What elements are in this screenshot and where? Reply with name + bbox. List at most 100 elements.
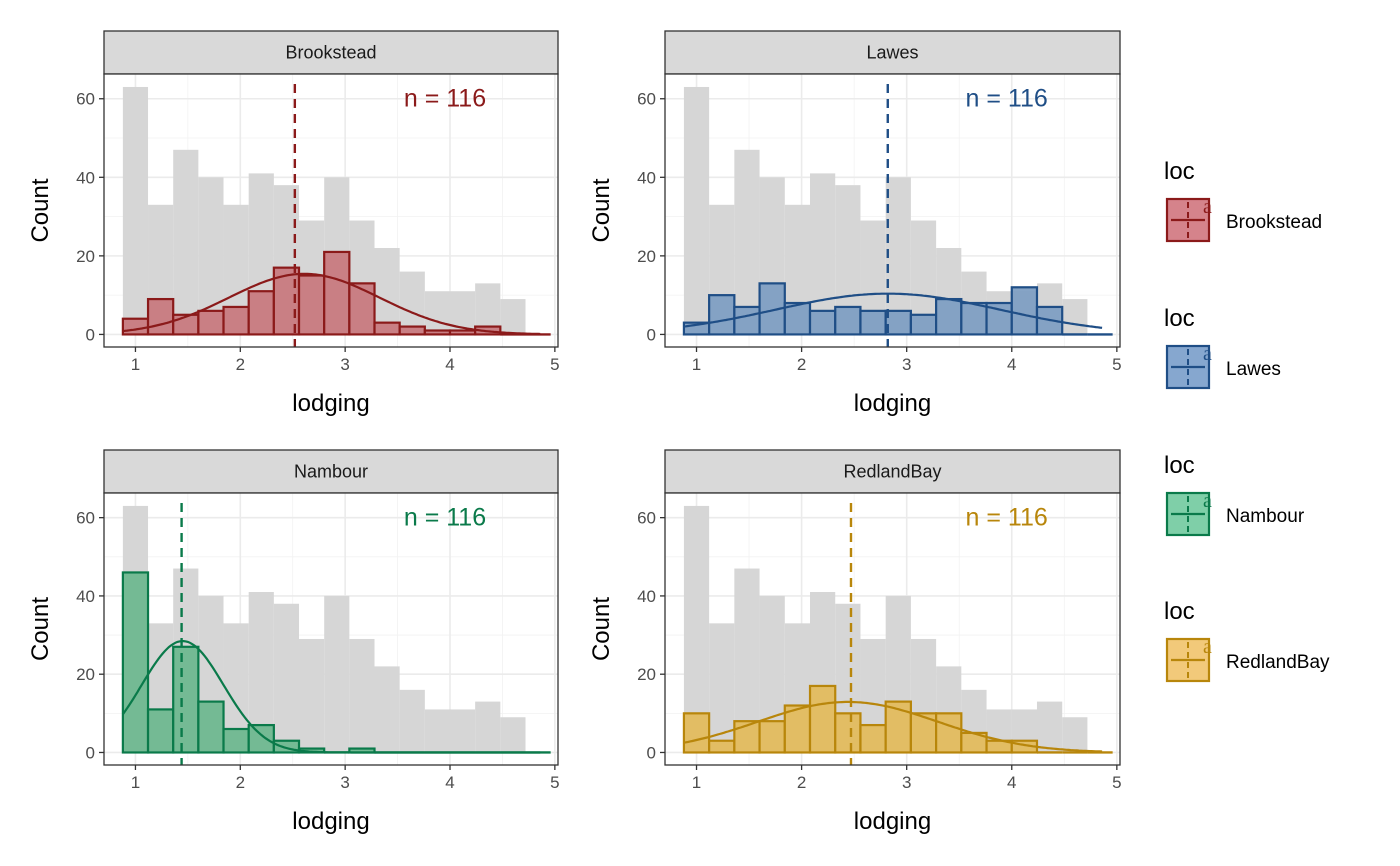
background-bar — [810, 173, 836, 335]
y-tick-label: 60 — [76, 90, 95, 109]
density-curve — [683, 292, 1103, 329]
y-axis-title: Count — [588, 597, 615, 661]
histogram-bar — [247, 723, 275, 754]
x-axis-title: lodging — [854, 808, 931, 835]
background-bar — [273, 603, 300, 753]
y-tick-label: 0 — [647, 325, 656, 344]
histogram-bar — [859, 309, 887, 336]
facet-strip-label: Lawes — [866, 43, 918, 63]
background-bar — [1062, 299, 1088, 335]
histogram-bar — [935, 297, 963, 336]
legend-label: Lawes — [1226, 359, 1281, 380]
y-tick-label: 60 — [76, 509, 95, 528]
legend-label: Brookstead — [1226, 212, 1322, 233]
histogram-bar — [808, 684, 837, 754]
x-tick-label: 5 — [550, 773, 559, 792]
background-bar — [734, 149, 760, 335]
panel-redlandbay: RedlandBay n = 116 1 2 3 4 5 0 20 40 60 lodging Coun… — [588, 449, 1122, 835]
histogram-bar — [834, 305, 862, 336]
x-tick-label: 3 — [902, 773, 911, 792]
histogram-bar — [708, 294, 736, 336]
histogram-bar — [448, 329, 477, 336]
x-axis-title: lodging — [854, 390, 931, 417]
background-bar — [399, 689, 425, 753]
x-tick-label: 5 — [1112, 773, 1121, 792]
background-bar — [122, 86, 149, 335]
background-bar — [173, 149, 199, 335]
histogram-bar — [423, 329, 452, 336]
x-tick-label: 2 — [797, 773, 806, 792]
facet-strip-label: Nambour — [294, 462, 368, 482]
x-tick-label: 1 — [692, 773, 701, 792]
panel-border — [103, 73, 559, 348]
x-tick-label: 3 — [340, 355, 349, 374]
x-tick-label: 1 — [131, 355, 140, 374]
legend-title: loc — [1164, 158, 1195, 185]
facet-strip-label: RedlandBay — [843, 462, 941, 482]
panel-border — [103, 492, 559, 766]
background-bar — [475, 701, 501, 753]
axes: 1 2 3 4 5 0 20 40 60 lodging Count — [27, 90, 560, 417]
x-tick-label: 4 — [1007, 355, 1016, 374]
x-axis-title: lodging — [292, 808, 369, 835]
density-curve — [122, 272, 541, 336]
histogram-bar — [884, 309, 912, 336]
histogram-bar — [1010, 286, 1039, 336]
x-tick-label: 4 — [445, 773, 454, 792]
legend-key-glyph: a — [1203, 343, 1212, 365]
background-bar — [885, 177, 911, 335]
axes: 1 2 3 4 5 0 20 40 60 lodging Count — [588, 509, 1122, 835]
legend-key-glyph: a — [1203, 490, 1212, 512]
histogram-bar — [960, 301, 988, 336]
sample-size-annotation: n = 116 — [404, 85, 486, 113]
axes: 1 2 3 4 5 0 20 40 60 lodging Count — [27, 509, 560, 835]
histogram-bar — [398, 325, 426, 336]
facet-strip-label: Brookstead — [285, 43, 376, 63]
panel-lawes: Lawes n = 116 1 2 3 4 5 0 20 40 60 lodging Count — [588, 30, 1122, 417]
x-tick-label: 4 — [445, 355, 454, 374]
density-curve — [121, 639, 541, 754]
y-tick-label: 0 — [86, 743, 95, 762]
group-histogram — [121, 571, 551, 754]
facet-strip — [103, 30, 559, 75]
background-bar — [683, 86, 710, 335]
x-tick-label: 2 — [236, 355, 245, 374]
background-histogram — [122, 505, 526, 753]
background-bar — [1036, 701, 1063, 753]
y-tick-label: 60 — [637, 509, 656, 528]
histogram-bar — [708, 739, 736, 754]
y-tick-label: 40 — [637, 168, 656, 187]
y-tick-label: 40 — [76, 587, 95, 606]
background-bar — [374, 248, 400, 335]
histogram-bar — [834, 712, 862, 754]
panel-nambour: Nambour n = 116 1 2 3 4 5 0 20 40 60 lodging Count — [27, 449, 560, 835]
y-axis-title: Count — [27, 597, 54, 661]
histogram-bar — [783, 301, 812, 336]
background-bar — [324, 595, 350, 753]
x-tick-label: 1 — [692, 355, 701, 374]
legend-title: loc — [1164, 452, 1195, 479]
histogram-bar — [323, 250, 351, 336]
histogram-bar — [222, 305, 250, 336]
background-bar — [683, 505, 710, 753]
y-tick-label: 60 — [637, 90, 656, 109]
background-bar — [349, 638, 375, 753]
panel-border — [664, 73, 1121, 348]
sample-size-annotation: n = 116 — [966, 85, 1048, 113]
histogram-bar — [297, 274, 326, 336]
histogram-bar — [808, 309, 837, 336]
y-tick-label: 0 — [86, 325, 95, 344]
legend-key-glyph: a — [1203, 636, 1212, 658]
histogram-bar — [935, 712, 963, 754]
y-tick-label: 20 — [637, 665, 656, 684]
x-tick-label: 5 — [1112, 355, 1121, 374]
histogram-bar — [682, 712, 711, 754]
histogram-bar — [909, 313, 938, 336]
background-bar — [424, 709, 451, 753]
x-tick-label: 1 — [131, 773, 140, 792]
legend-title: loc — [1164, 305, 1195, 332]
group-histogram — [682, 684, 1113, 754]
background-bar — [374, 666, 400, 753]
